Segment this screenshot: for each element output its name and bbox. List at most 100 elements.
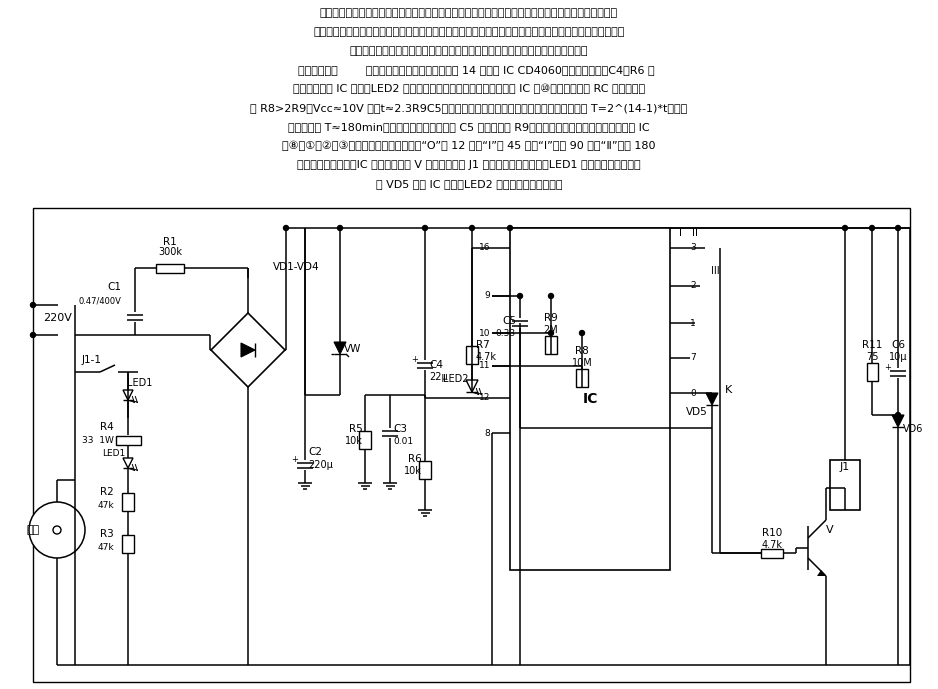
Text: R4: R4 bbox=[100, 422, 114, 432]
Text: 75: 75 bbox=[866, 352, 878, 362]
Text: 47k: 47k bbox=[98, 501, 114, 510]
Text: 47k: 47k bbox=[98, 543, 114, 552]
Polygon shape bbox=[706, 393, 718, 405]
Text: C5: C5 bbox=[502, 316, 516, 326]
Text: 0.01: 0.01 bbox=[393, 437, 413, 446]
Text: 的⑧、①、②、③脚作为输出，定时时间为“O”挡 12 秒，“I”挡 45 分，“Ⅰ”挡为 90 分，“Ⅱ”挡为 180: 的⑧、①、②、③脚作为输出，定时时间为“O”挡 12 秒，“I”挡 45 分，“… bbox=[282, 141, 656, 152]
Bar bbox=[830, 460, 860, 510]
Text: 4.7k: 4.7k bbox=[476, 352, 497, 362]
Circle shape bbox=[470, 225, 475, 231]
Text: 8: 8 bbox=[484, 429, 490, 438]
Text: C6: C6 bbox=[891, 340, 905, 350]
Text: 10k: 10k bbox=[404, 466, 422, 476]
Text: VD6: VD6 bbox=[903, 424, 923, 434]
Circle shape bbox=[518, 294, 522, 298]
Polygon shape bbox=[334, 342, 346, 354]
Text: 用于家用电器的定时器常见的有机械式和电子钟控式，前者结构简单，价格低，缺点是定时时间短；后: 用于家用电器的定时器常见的有机械式和电子钟控式，前者结构简单，价格低，缺点是定时… bbox=[320, 8, 618, 18]
Text: 7: 7 bbox=[690, 353, 696, 362]
Text: C3: C3 bbox=[393, 424, 407, 434]
Text: J1-1: J1-1 bbox=[82, 355, 102, 365]
Circle shape bbox=[549, 294, 553, 298]
Bar bbox=[419, 461, 431, 479]
Bar bbox=[122, 535, 134, 553]
Bar bbox=[576, 369, 588, 387]
Text: R2: R2 bbox=[100, 487, 114, 497]
Circle shape bbox=[31, 302, 36, 307]
Text: R6: R6 bbox=[408, 454, 422, 464]
Polygon shape bbox=[892, 415, 904, 427]
Circle shape bbox=[549, 331, 553, 336]
Text: 4.7k: 4.7k bbox=[762, 540, 782, 550]
Text: 0: 0 bbox=[690, 389, 696, 398]
Text: 中所给数据 T≈180min，如需延长定时，可增大 C5 容量。改变 R9，可调节振荡器的频率。电路中选择 IC: 中所给数据 T≈180min，如需延长定时，可增大 C5 容量。改变 R9，可调… bbox=[288, 122, 650, 132]
Bar bbox=[867, 363, 878, 381]
Text: 11: 11 bbox=[478, 362, 490, 371]
Text: R10: R10 bbox=[762, 528, 782, 538]
Bar bbox=[122, 493, 134, 511]
Text: C2: C2 bbox=[308, 447, 322, 457]
Text: 220V: 220V bbox=[43, 313, 72, 323]
Circle shape bbox=[283, 225, 289, 231]
Circle shape bbox=[31, 333, 36, 338]
Text: C1: C1 bbox=[107, 282, 121, 292]
Bar bbox=[156, 263, 184, 273]
Text: R8: R8 bbox=[575, 346, 589, 356]
Circle shape bbox=[507, 225, 512, 231]
Text: R7: R7 bbox=[476, 340, 490, 350]
Circle shape bbox=[580, 331, 584, 336]
Text: 300k: 300k bbox=[158, 247, 182, 257]
Text: 10k: 10k bbox=[345, 436, 363, 446]
Text: VW: VW bbox=[344, 344, 361, 354]
Text: 2: 2 bbox=[690, 282, 696, 291]
Text: +: + bbox=[292, 455, 298, 464]
Circle shape bbox=[53, 526, 61, 534]
Text: R5: R5 bbox=[349, 424, 363, 434]
Text: R9: R9 bbox=[544, 313, 558, 323]
Text: 0.33: 0.33 bbox=[496, 329, 516, 338]
Text: 1: 1 bbox=[690, 318, 696, 327]
Polygon shape bbox=[241, 343, 255, 357]
Polygon shape bbox=[817, 570, 826, 576]
Text: K: K bbox=[725, 385, 733, 395]
Bar bbox=[761, 548, 783, 557]
Text: 16: 16 bbox=[478, 243, 490, 252]
Text: III: III bbox=[711, 266, 719, 276]
Text: 当 R8>2R9，Vcc≈10V 时，t≈2.3R9C5，计数器在时钟的下降沿作增量计数，最长延时为 T=2^(14-1)*t，按图: 当 R8>2R9，Vcc≈10V 时，t≈2.3R9C5，计数器在时钟的下降沿作… bbox=[250, 103, 688, 113]
Text: 0.47/400V: 0.47/400V bbox=[78, 296, 121, 305]
Text: 10: 10 bbox=[478, 329, 490, 338]
Text: V: V bbox=[826, 525, 834, 535]
Bar bbox=[510, 228, 670, 570]
Bar bbox=[359, 431, 371, 449]
Text: VD5: VD5 bbox=[687, 407, 708, 417]
Text: 输出: 输出 bbox=[26, 525, 39, 535]
Bar bbox=[115, 435, 141, 444]
Text: LED2: LED2 bbox=[443, 374, 468, 384]
Circle shape bbox=[29, 502, 85, 558]
Text: LED1: LED1 bbox=[127, 378, 152, 388]
Text: LED1: LED1 bbox=[101, 449, 125, 458]
Circle shape bbox=[338, 225, 342, 231]
Text: 2M: 2M bbox=[544, 325, 558, 335]
Text: VD1-VD4: VD1-VD4 bbox=[273, 262, 320, 272]
Text: 10M: 10M bbox=[571, 358, 593, 368]
Text: 生一尖脉冲使 IC 复位，LED2 一闪一灬，以示计时开始。振荡周期由 IC 的⑩、⑪、⑫脚的 RC 元件决定，: 生一尖脉冲使 IC 复位，LED2 一闪一灬，以示计时开始。振荡周期由 IC 的… bbox=[293, 84, 645, 94]
Circle shape bbox=[842, 225, 848, 231]
Text: 分。到定时时间后，IC 输出高电平使 V 饱和，继电器 J1 吸合，输出插座得电，LED1 点亮，同时高电平通: 分。到定时时间后，IC 输出高电平使 V 饱和，继电器 J1 吸合，输出插座得电… bbox=[297, 160, 641, 170]
Text: R11: R11 bbox=[862, 340, 882, 350]
Circle shape bbox=[870, 225, 874, 231]
Circle shape bbox=[896, 413, 900, 418]
Text: 220μ: 220μ bbox=[308, 460, 333, 470]
Text: 33  1W: 33 1W bbox=[83, 436, 114, 445]
Text: 者定时时间长，但结构复杂，成本高，体积也较大。本文介绍的定时插座，采用数字分频集成电路，定时时: 者定时时间长，但结构复杂，成本高，体积也较大。本文介绍的定时插座，采用数字分频集… bbox=[313, 27, 625, 37]
Text: 电原理图如图        所示，其核心是一片带振荡器的 14 级分频 IC CD4060，在通电瞬间，C4、R6 产: 电原理图如图 所示，其核心是一片带振荡器的 14 级分频 IC CD4060，在… bbox=[283, 65, 655, 75]
Circle shape bbox=[422, 225, 428, 231]
Text: 12: 12 bbox=[478, 393, 490, 402]
Circle shape bbox=[896, 225, 900, 231]
Text: 22μ: 22μ bbox=[429, 372, 447, 382]
Text: 间可长可短，精度也适当，最大的优点是使用方便，适合于各类家电定时控制用。: 间可长可短，精度也适当，最大的优点是使用方便，适合于各类家电定时控制用。 bbox=[350, 46, 588, 56]
Text: +: + bbox=[885, 363, 891, 372]
Bar bbox=[545, 336, 557, 354]
Text: 9: 9 bbox=[484, 291, 490, 300]
Bar bbox=[466, 346, 478, 364]
Text: R1: R1 bbox=[163, 237, 177, 247]
